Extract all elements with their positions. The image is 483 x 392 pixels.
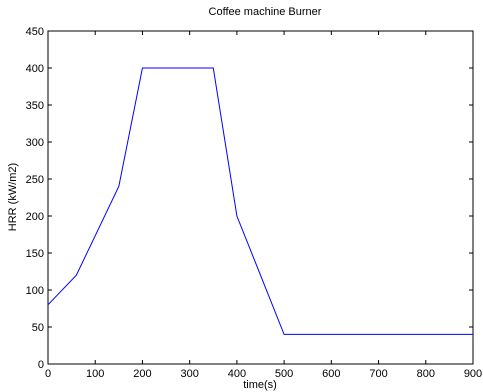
chart-title: Coffee machine Burner xyxy=(209,6,322,18)
x-tick-label: 600 xyxy=(322,368,340,380)
y-tick-label: 450 xyxy=(26,26,44,38)
series-layer xyxy=(47,67,473,335)
x-tick-label: 800 xyxy=(417,368,435,380)
x-tick-label: 900 xyxy=(464,368,482,380)
y-tick-label: 50 xyxy=(32,322,44,334)
y-tick-label: 100 xyxy=(26,285,44,297)
x-tick-label: 500 xyxy=(275,368,293,380)
plot-area xyxy=(47,30,474,365)
y-tick-label: 300 xyxy=(26,137,44,149)
x-tick-label: 0 xyxy=(45,368,51,380)
x-tick-label: 100 xyxy=(86,368,104,380)
y-axis-title: HRR (kW/m2) xyxy=(7,163,19,231)
y-tick-label: 150 xyxy=(26,248,44,260)
x-tick-label: 700 xyxy=(369,368,387,380)
y-tick-label: 0 xyxy=(38,359,44,371)
x-axis-title: time(s) xyxy=(243,379,277,391)
x-tick-label: 200 xyxy=(133,368,151,380)
x-tick-label: 300 xyxy=(180,368,198,380)
y-tick-label: 200 xyxy=(26,211,44,223)
series-line-0 xyxy=(47,67,473,335)
x-tick-label: 400 xyxy=(228,368,246,380)
y-tick-label: 400 xyxy=(26,63,44,75)
ticks-layer: 0 100 200 300 400 500 600 700 800 900 0 50 100 150 200… xyxy=(26,26,483,380)
y-tick-label: 250 xyxy=(26,174,44,186)
y-tick-label: 350 xyxy=(26,100,44,112)
